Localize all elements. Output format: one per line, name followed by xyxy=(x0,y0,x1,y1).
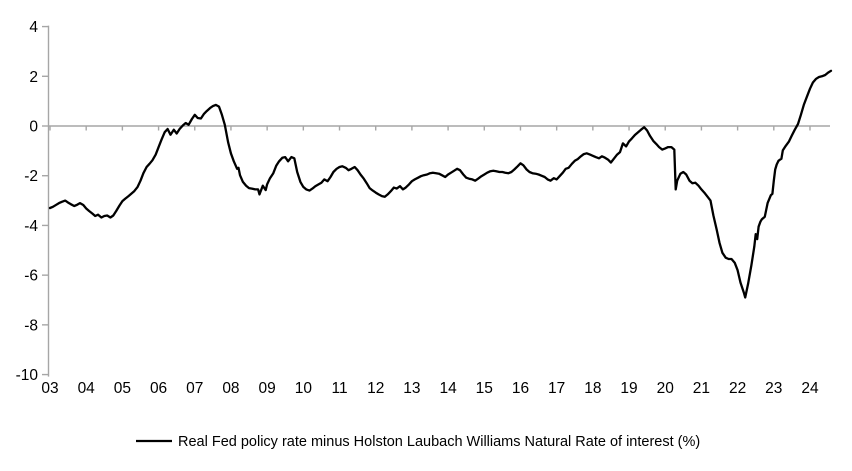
y-axis-tick-label: -8 xyxy=(24,317,38,334)
x-axis-tick-label: 21 xyxy=(693,380,710,397)
legend-label: Real Fed policy rate minus Holston Lauba… xyxy=(178,434,700,450)
series-line xyxy=(48,69,833,299)
x-axis-tick-label: 05 xyxy=(114,380,131,397)
x-axis-tick-label: 08 xyxy=(222,380,239,397)
x-axis-tick-label: 17 xyxy=(548,380,565,397)
x-axis-tick-label: 06 xyxy=(150,380,167,397)
legend: Real Fed policy rate minus Holston Lauba… xyxy=(136,434,700,450)
x-axis-tick-label: 20 xyxy=(657,380,675,397)
y-axis-tick-label: -2 xyxy=(24,168,38,185)
x-axis-tick-label: 22 xyxy=(729,380,746,397)
x-axis-tick-label: 11 xyxy=(331,380,347,397)
y-axis-tick-label: -6 xyxy=(24,268,38,285)
x-axis-tick-label: 13 xyxy=(403,380,420,397)
y-axis-tick-label: -4 xyxy=(24,218,38,235)
x-axis-tick-label: 18 xyxy=(584,380,601,397)
x-axis-tick-label: 07 xyxy=(186,380,203,397)
x-axis-tick-label: 19 xyxy=(620,380,637,397)
y-axis-tick-label: 2 xyxy=(29,69,38,86)
y-axis-tick-label: 0 xyxy=(29,119,38,136)
y-axis-tick-label: -10 xyxy=(16,367,39,384)
x-axis-tick-label: 10 xyxy=(295,380,313,397)
x-axis-tick-label: 16 xyxy=(512,380,529,397)
x-axis-tick-label: 09 xyxy=(259,380,276,397)
series-layer xyxy=(48,69,833,299)
x-axis-tick-label: 23 xyxy=(765,380,782,397)
x-axis-tick-label: 12 xyxy=(367,380,384,397)
x-axis-tick-label: 14 xyxy=(439,380,457,397)
y-axis-tick-label: 4 xyxy=(29,19,38,36)
x-axis-tick-label: 24 xyxy=(801,380,819,397)
x-axis-tick-label: 15 xyxy=(476,380,493,397)
x-axis-tick-label: 04 xyxy=(78,380,96,397)
x-axis-tick-label: 03 xyxy=(41,380,58,397)
